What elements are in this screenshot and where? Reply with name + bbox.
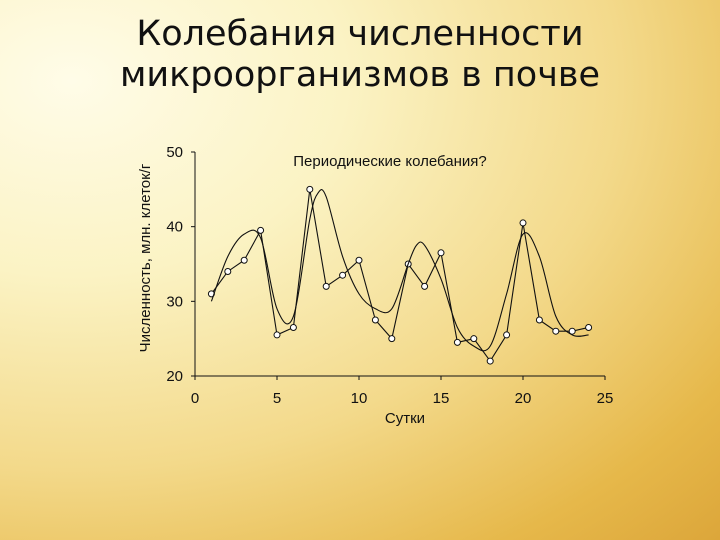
y-tick-label: 40: [166, 219, 183, 236]
data-point: [224, 267, 232, 275]
y-tick-label: 20: [166, 368, 183, 385]
data-point: [437, 249, 445, 257]
data-point: [470, 335, 478, 343]
data-point: [355, 256, 363, 264]
data-point: [519, 219, 527, 227]
series-smooth-line: [210, 189, 589, 352]
y-axis-label: Численность, млн. клеток/г: [137, 163, 154, 352]
data-point: [585, 323, 593, 331]
chart-axes: [191, 151, 606, 380]
chart-ticks: 20 30 40 50 0 5 10 15 20 25: [166, 144, 613, 407]
data-point: [535, 316, 543, 324]
title-line-1: Колебания численности: [136, 14, 584, 54]
x-tick-label: 0: [191, 390, 199, 407]
data-point: [486, 357, 494, 365]
title-line-2: микроорганизмов в почве: [119, 55, 601, 95]
x-tick-label: 20: [515, 390, 532, 407]
data-point: [240, 256, 248, 264]
data-point: [552, 327, 560, 335]
x-tick-label: 25: [597, 390, 614, 407]
data-point: [453, 338, 461, 346]
x-axis-label: Сутки: [385, 410, 425, 427]
data-point: [568, 327, 576, 335]
x-tick-label: 5: [273, 390, 281, 407]
data-point: [371, 316, 379, 324]
data-point: [289, 323, 297, 331]
data-point: [503, 331, 511, 339]
data-point: [273, 331, 281, 339]
data-point: [421, 282, 429, 290]
x-tick-label: 10: [351, 390, 368, 407]
x-tick-label: 15: [433, 390, 450, 407]
data-point: [322, 282, 330, 290]
chart-annotation: Периодические колебания?: [293, 153, 486, 170]
chart-plot: [207, 185, 593, 365]
series-observed-line: [210, 189, 589, 363]
data-point: [306, 185, 314, 193]
data-point: [388, 335, 396, 343]
y-tick-label: 50: [166, 144, 183, 161]
y-tick-label: 30: [166, 293, 183, 310]
data-point: [339, 271, 347, 279]
data-point: [257, 226, 265, 234]
